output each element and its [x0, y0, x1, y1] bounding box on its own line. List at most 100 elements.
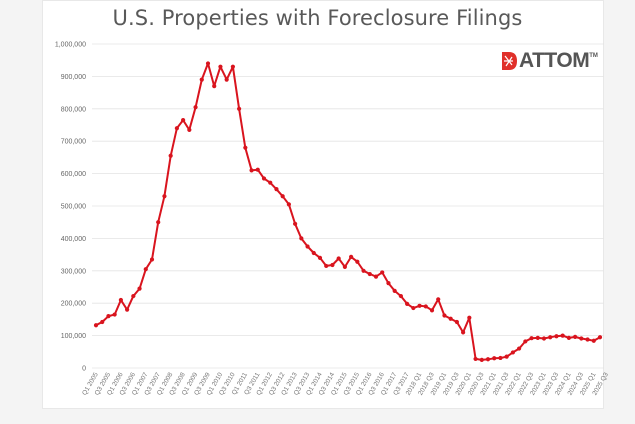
data-point [492, 356, 497, 361]
data-point-markers [93, 61, 603, 362]
data-point [367, 271, 372, 277]
data-point [436, 297, 441, 302]
data-point [479, 357, 484, 362]
data-point [218, 64, 223, 69]
data-point [106, 314, 111, 319]
data-point [448, 316, 453, 321]
y-tick-label: 300,000 [61, 268, 86, 275]
data-point [100, 319, 105, 325]
data-point [411, 305, 416, 311]
data-point [112, 312, 117, 317]
data-point [417, 303, 422, 308]
data-point [541, 336, 547, 341]
data-point [342, 264, 347, 270]
data-point [293, 221, 298, 226]
data-point [143, 267, 148, 272]
data-point [137, 286, 142, 291]
chart-title: U.S. Properties with Foreclosure Filings [112, 6, 523, 30]
data-point [193, 105, 198, 110]
data-point [380, 270, 385, 275]
y-axis-ticks: 0 100,000 200,000 300,000 400,000 500,000 600,… [55, 42, 86, 373]
data-point [423, 304, 428, 309]
data-point [585, 337, 590, 342]
data-point [485, 357, 491, 362]
attom-logo-trademark: TM [589, 53, 598, 59]
y-tick-label: 500,000 [61, 204, 86, 211]
data-point [224, 77, 229, 82]
data-point [373, 274, 379, 279]
data-point [237, 106, 242, 111]
data-point [349, 254, 354, 259]
data-point [548, 335, 553, 340]
data-point [118, 297, 123, 303]
data-point [467, 315, 472, 320]
attom-logo: ATTOM TM [500, 49, 598, 73]
data-point [311, 250, 316, 256]
data-point [212, 84, 217, 89]
data-point [243, 145, 248, 150]
data-point [261, 176, 267, 181]
data-point [461, 330, 466, 335]
gridlines [92, 43, 604, 369]
data-point [392, 288, 397, 293]
data-point [199, 77, 204, 82]
data-point [454, 319, 459, 325]
y-tick-label: 600,000 [61, 171, 86, 178]
attom-logo-text: ATTOM [519, 49, 590, 72]
y-tick-label: 800,000 [61, 106, 86, 113]
data-point [156, 220, 161, 225]
y-tick-label: 200,000 [61, 301, 86, 308]
data-point [473, 356, 478, 362]
data-point [361, 268, 366, 273]
data-point [317, 255, 323, 260]
data-point [504, 354, 509, 359]
data-point [498, 355, 503, 361]
data-point [280, 194, 285, 199]
data-point [398, 293, 403, 299]
data-point [566, 335, 571, 340]
data-point [442, 313, 447, 318]
data-point [554, 334, 559, 339]
y-tick-label: 0 [82, 366, 86, 373]
data-point [181, 118, 186, 123]
data-point [523, 339, 528, 344]
y-tick-label: 700,000 [61, 139, 86, 146]
data-point [579, 336, 584, 341]
attom-logo-mark-icon [502, 52, 517, 70]
data-point [573, 334, 578, 339]
data-point [386, 281, 391, 286]
data-point [299, 236, 304, 241]
data-point [268, 180, 273, 185]
foreclosure-series-line [95, 62, 601, 361]
data-point [187, 127, 192, 132]
data-point [597, 335, 603, 340]
y-tick-label: 1,000,000 [55, 42, 86, 49]
data-point [517, 346, 522, 351]
data-point [174, 126, 179, 131]
data-point [405, 301, 410, 306]
data-point [591, 338, 596, 343]
data-point [305, 244, 310, 249]
y-tick-label: 900,000 [61, 74, 86, 81]
data-point [560, 333, 565, 338]
data-point [330, 262, 335, 268]
data-point [274, 187, 279, 192]
data-point [355, 259, 360, 264]
data-point [249, 168, 254, 173]
data-point [230, 64, 235, 69]
data-point [336, 256, 341, 261]
data-point [125, 307, 130, 312]
y-tick-label: 400,000 [61, 236, 86, 243]
data-point [529, 336, 534, 341]
data-point [131, 293, 136, 299]
data-point [510, 350, 515, 355]
data-point [535, 335, 540, 340]
data-point [93, 323, 99, 328]
data-point [205, 61, 211, 66]
data-point [429, 308, 435, 313]
y-tick-label: 100,000 [61, 333, 86, 340]
data-point [162, 194, 167, 199]
data-point [149, 257, 155, 262]
